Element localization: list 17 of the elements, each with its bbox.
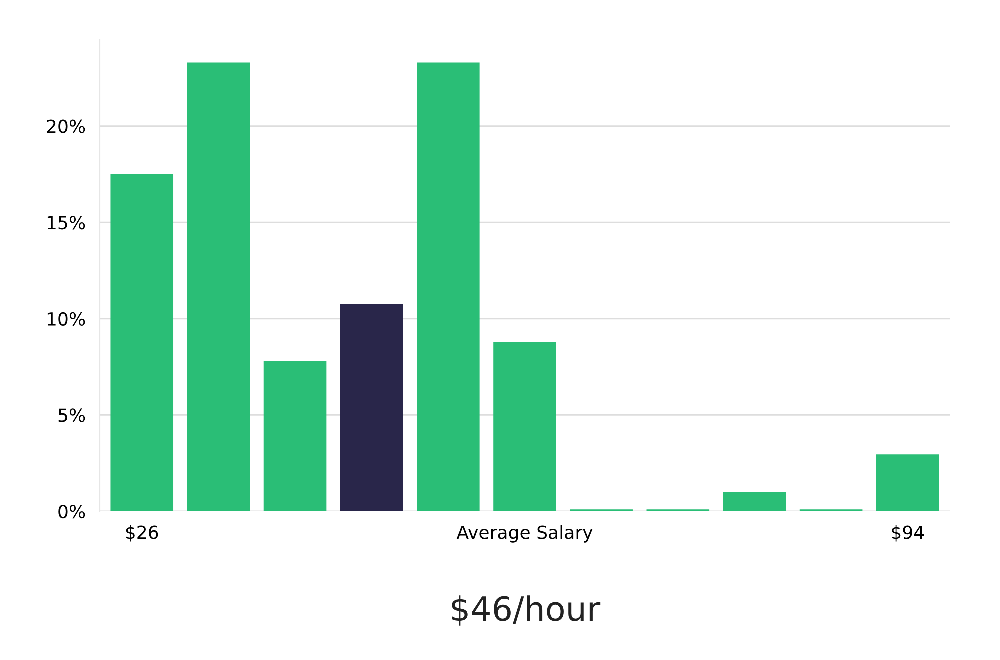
x-tick-label: $26 bbox=[126, 525, 158, 542]
bar bbox=[494, 342, 556, 512]
bar bbox=[340, 304, 404, 512]
x-tick-label: Average Salary bbox=[456, 525, 593, 543]
y-tick-label: 0% bbox=[58, 504, 86, 519]
bar bbox=[876, 454, 940, 512]
x-axis-title: $46/hour bbox=[452, 596, 601, 626]
y-tick-label: 15% bbox=[48, 216, 86, 230]
bar bbox=[417, 62, 480, 512]
bar bbox=[723, 492, 786, 512]
y-tick-label: 20% bbox=[47, 120, 86, 134]
bar bbox=[187, 62, 250, 512]
y-tick-label: 5% bbox=[58, 408, 86, 422]
y-tick-label: 10% bbox=[48, 312, 86, 326]
bar bbox=[110, 174, 174, 512]
x-tick-label: $94 bbox=[892, 525, 924, 542]
bar bbox=[264, 361, 327, 512]
